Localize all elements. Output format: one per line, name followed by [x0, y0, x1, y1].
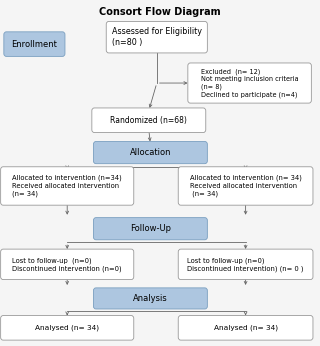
FancyBboxPatch shape	[1, 316, 134, 340]
Text: Excluded  (n= 12)
Not meeting inclusion criteria
(n= 8)
Declined to participate : Excluded (n= 12) Not meeting inclusion c…	[201, 68, 299, 98]
Text: Analysis: Analysis	[133, 294, 168, 303]
FancyBboxPatch shape	[106, 21, 207, 53]
Text: Lost to follow-up  (n=0)
Discontinued intervention (n=0): Lost to follow-up (n=0) Discontinued int…	[12, 257, 122, 272]
Text: Analysed (n= 34): Analysed (n= 34)	[35, 325, 99, 331]
Text: Consort Flow Diagram: Consort Flow Diagram	[99, 7, 221, 17]
FancyBboxPatch shape	[4, 32, 65, 56]
FancyBboxPatch shape	[1, 249, 134, 280]
FancyBboxPatch shape	[188, 63, 311, 103]
FancyBboxPatch shape	[93, 288, 207, 309]
Text: Assessed for Eligibility
(n=80 ): Assessed for Eligibility (n=80 )	[112, 27, 202, 47]
Text: Enrollment: Enrollment	[12, 39, 57, 49]
Text: Analysed (n= 34): Analysed (n= 34)	[213, 325, 278, 331]
Text: Allocated to intervention (n= 34)
Received allocated intervention
 (n= 34): Allocated to intervention (n= 34) Receiv…	[190, 175, 301, 197]
FancyBboxPatch shape	[93, 218, 207, 240]
Text: Follow-Up: Follow-Up	[130, 224, 171, 233]
Text: Allocated to intervention (n=34)
Received allocated intervention
(n= 34): Allocated to intervention (n=34) Receive…	[12, 175, 122, 197]
FancyBboxPatch shape	[178, 316, 313, 340]
Text: Allocation: Allocation	[130, 148, 171, 157]
Text: Randomized (n=68): Randomized (n=68)	[110, 116, 187, 125]
FancyBboxPatch shape	[92, 108, 206, 133]
Text: Lost to follow-up (n=0)
Discontinued intervention) (n= 0 ): Lost to follow-up (n=0) Discontinued int…	[187, 257, 304, 272]
FancyBboxPatch shape	[178, 167, 313, 205]
FancyBboxPatch shape	[1, 167, 134, 205]
FancyBboxPatch shape	[178, 249, 313, 280]
FancyBboxPatch shape	[93, 142, 207, 164]
